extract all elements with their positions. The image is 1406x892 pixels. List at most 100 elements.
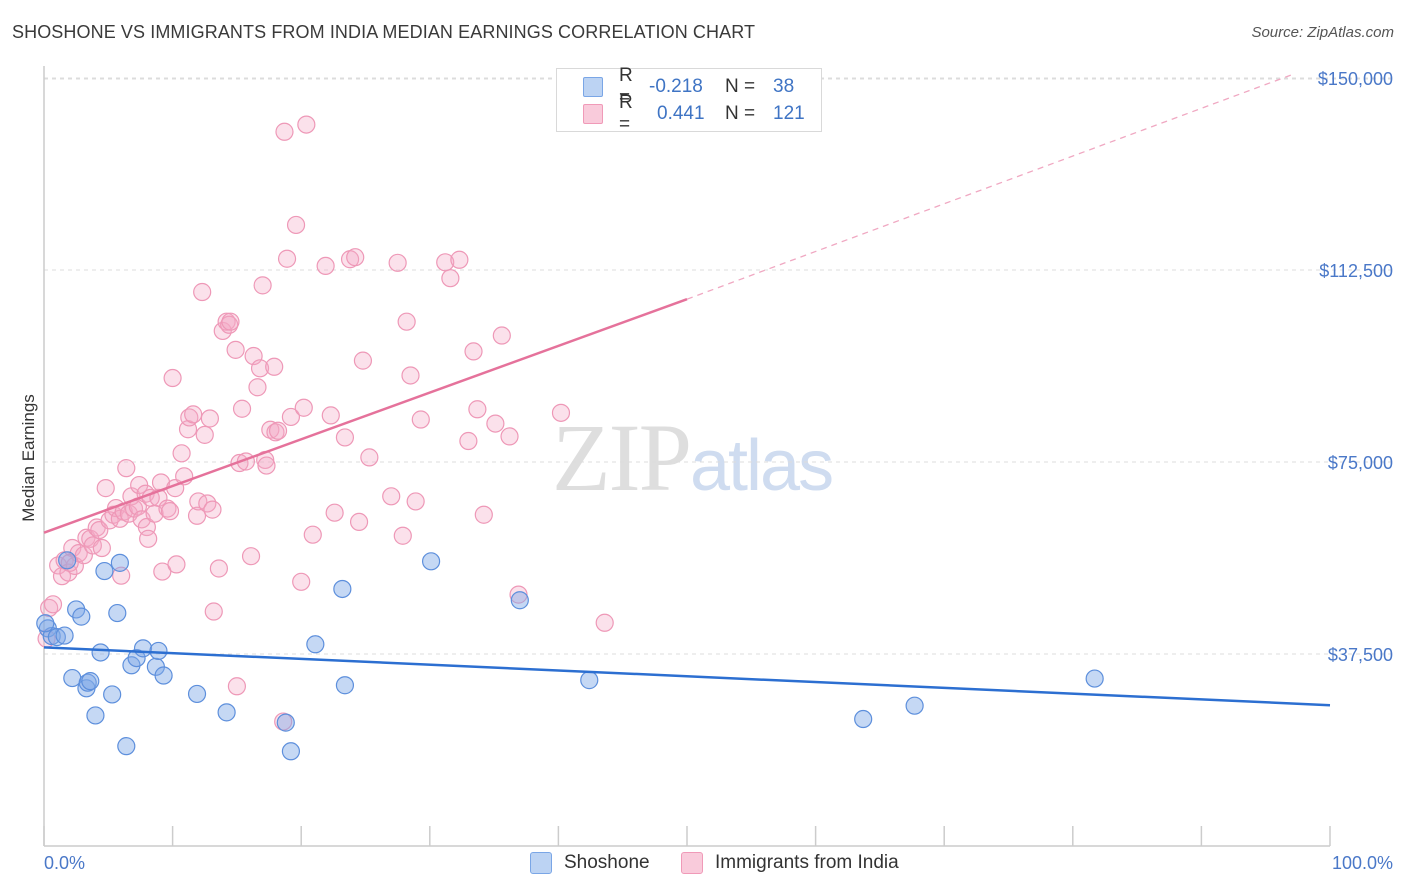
shoshone-point [55,626,74,645]
india-point [353,351,373,370]
india-point [450,250,469,269]
india-trend-line [43,298,688,534]
shoshone-point [47,628,66,647]
shoshone-point [103,685,122,704]
india-point [139,529,158,548]
india-point [441,269,460,288]
source-label: Source: ZipAtlas.com [1251,24,1394,41]
india-point [346,248,365,267]
india-point [277,249,297,268]
shoshone-r-label: R = [619,65,633,108]
india-n-label: N = [725,103,756,124]
shoshone-points [36,551,1104,761]
india-swatch [583,104,603,124]
chart-title: SHOSHONE VS IMMIGRANTS FROM INDIA MEDIAN… [12,22,756,42]
india-trend-extension [686,74,1292,300]
india-point [551,403,571,422]
shoshone-point [1085,669,1104,688]
india-n-value: 121 [773,103,805,124]
india-point [189,492,208,511]
india-point [397,312,416,331]
bottom-legend-india: Immigrants from India [681,852,899,874]
shoshone-point [127,648,146,668]
india-point [265,357,284,376]
shoshone-point [276,713,295,732]
india-point [230,453,249,473]
shoshone-point [335,676,355,695]
india-point [292,572,311,591]
shoshone-swatch [583,77,603,97]
india-point [232,399,252,418]
india-point [204,602,223,621]
india-point [268,421,288,440]
india-point [203,500,222,519]
india-point [248,378,267,397]
legend-row-shoshone: R = -0.218 N = 38 [583,65,794,108]
axis-labels: $37,500 $75,000 $112,500 $150,000 0.0% 100.0%… [19,69,1393,873]
watermark: ZIPatlas [552,402,834,513]
india-point [241,547,261,566]
india-point [227,677,246,696]
shoshone-point [36,614,55,633]
shoshone-point [306,635,325,654]
india-point [96,479,115,498]
shoshone-point [333,579,352,599]
india-r-label: R = [619,92,633,135]
y-tick-label: $150,000 [1318,69,1393,89]
india-point [187,506,207,525]
india-point [253,276,272,295]
shoshone-point [217,703,236,722]
y-tick-label: $112,500 [1319,261,1393,281]
shoshone-point [108,603,127,623]
india-point [382,487,401,506]
india-point [459,431,478,451]
india-point [294,398,313,417]
shoshone-point [905,696,924,715]
x-tick-label-max: 100.0% [1332,853,1393,873]
india-point [172,444,191,463]
shoshone-point [86,706,105,725]
india-point [250,359,270,378]
shoshone-point [110,553,129,572]
shoshone-point [72,607,91,626]
shoshone-point [133,639,153,658]
india-point [195,425,214,444]
india-point [160,502,180,521]
shoshone-r-value: -0.218 [649,76,703,97]
india-points [37,115,614,731]
india-point [486,414,505,433]
india-point [468,400,487,419]
shoshone-point [117,737,136,756]
india-point [193,282,212,302]
shoshone-legend-swatch [530,852,552,874]
shoshone-point [281,742,301,761]
india-point [200,409,219,428]
shoshone-n-label: N = [725,76,756,97]
india-point [217,312,236,331]
india-point [153,562,172,581]
india-point [316,256,335,276]
shoshone-legend-label: Shoshone [564,852,650,873]
india-point [281,407,301,427]
india-point [297,115,316,134]
shoshone-point [154,666,173,685]
axes [43,66,1331,847]
shoshone-point [854,709,873,729]
india-point [325,503,344,522]
watermark-atlas: atlas [690,426,834,506]
india-point [43,595,63,614]
india-point [303,525,322,544]
shoshone-point [63,668,82,688]
india-point [335,428,355,447]
india-point [226,340,245,359]
india-point [220,315,239,334]
india-point [209,559,228,578]
shoshone-trend-line [43,646,1331,707]
india-point [595,613,614,632]
grid-lines [44,77,1394,655]
india-legend-swatch [681,852,703,874]
india-point [163,368,182,388]
india-point [92,538,111,558]
shoshone-point [81,672,100,691]
